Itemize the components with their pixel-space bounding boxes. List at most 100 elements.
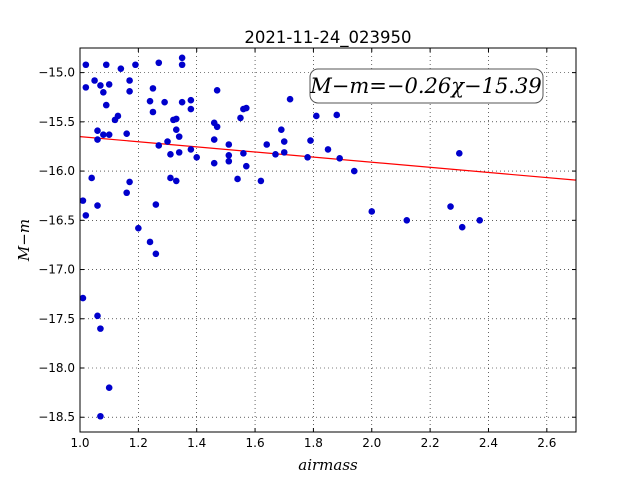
x-tick-label: 1.4 [187, 436, 206, 450]
data-point [458, 223, 466, 231]
data-point [304, 153, 311, 161]
data-point [94, 202, 101, 209]
data-point [187, 96, 195, 104]
data-point [152, 250, 160, 258]
fit-line [79, 136, 577, 181]
data-point [187, 105, 195, 113]
data-point [91, 77, 98, 84]
chart-title: 2021-11-24_023950 [244, 28, 411, 48]
data-point [146, 97, 154, 105]
data-point [79, 294, 87, 302]
y-axis-label: M−m [15, 219, 33, 262]
y-tick-label: −18.5 [38, 410, 75, 424]
data-point [175, 133, 183, 140]
data-point [126, 178, 133, 186]
data-point [149, 85, 157, 92]
data-point [368, 208, 376, 215]
x-tick-label: 1.2 [129, 436, 148, 450]
data-point [257, 177, 265, 185]
data-point [123, 130, 130, 137]
data-point [172, 115, 180, 123]
data-point [234, 175, 241, 183]
data-point [82, 84, 90, 91]
data-point [149, 108, 157, 116]
fit-line-group [79, 136, 577, 181]
data-point [164, 138, 171, 145]
data-point [82, 212, 90, 219]
y-tick-label: −17.0 [38, 263, 75, 277]
y-tick-label: −16.0 [38, 164, 75, 178]
data-point [102, 101, 110, 109]
data-point [187, 146, 195, 153]
data-point [336, 154, 343, 162]
x-axis-label: airmass [298, 456, 358, 474]
data-point [210, 136, 218, 143]
data-point [97, 412, 104, 420]
data-point [178, 54, 186, 62]
x-tick-label: 2.6 [537, 436, 556, 450]
data-point [178, 61, 186, 69]
data-point [100, 89, 107, 96]
data-point [476, 217, 484, 224]
data-point [213, 87, 221, 94]
data-point [172, 177, 180, 185]
data-point [225, 141, 233, 148]
data-point [82, 61, 90, 69]
plot-frame [79, 47, 577, 433]
data-point [88, 174, 95, 182]
data-points [79, 54, 484, 420]
data-point [225, 157, 233, 165]
data-point [178, 98, 186, 106]
data-point [350, 167, 358, 175]
data-point [135, 224, 142, 232]
data-point [280, 149, 288, 156]
x-tick-label: 1.6 [246, 436, 265, 450]
data-point [447, 203, 454, 210]
data-point [97, 325, 104, 332]
data-point [126, 77, 133, 84]
data-point [132, 61, 139, 69]
y-tick-label: −17.5 [38, 312, 75, 326]
x-tick-label: 1.0 [70, 436, 89, 450]
data-point [313, 112, 320, 120]
data-point [286, 95, 294, 103]
data-point [193, 153, 201, 161]
x-tick-label: 2.0 [362, 436, 381, 450]
data-point [175, 149, 183, 156]
data-point [100, 131, 107, 138]
data-point [79, 197, 87, 204]
data-point [105, 81, 113, 88]
data-point [117, 65, 125, 72]
data-point [307, 137, 314, 144]
data-point [324, 146, 332, 153]
grid-lines [79, 48, 576, 432]
data-point [403, 217, 411, 224]
data-point [102, 61, 110, 69]
data-point [161, 98, 168, 106]
data-point [105, 131, 113, 138]
fit-annotation: M−m=−0.26χ−15.39 [309, 68, 544, 104]
data-point [155, 142, 163, 149]
data-point [167, 151, 174, 158]
axis-ticks [79, 48, 576, 432]
x-tick-label: 1.8 [304, 436, 323, 450]
data-point [126, 88, 133, 95]
data-point [333, 111, 341, 119]
x-tick-labels: 1.0 1.2 1.4 1.6 1.8 2.0 2.2 2.4 2.6 [70, 436, 556, 450]
data-point [172, 126, 180, 134]
data-point [94, 127, 101, 135]
y-tick-labels: −15.0 −15.5 −16.0 −16.5 −17.0 −17.5 −18.0 −18.5 [38, 66, 75, 425]
x-tick-label: 2.4 [479, 436, 498, 450]
y-tick-label: −15.0 [38, 66, 75, 80]
data-point [213, 123, 221, 131]
annotation-text: M−m=−0.26χ−15.39 [309, 74, 541, 98]
data-point [97, 82, 104, 89]
data-point [114, 112, 122, 120]
data-point [263, 141, 271, 148]
data-point [152, 201, 160, 208]
data-point [146, 238, 154, 246]
data-point [237, 114, 244, 122]
data-point [272, 151, 279, 158]
data-point [94, 136, 101, 143]
